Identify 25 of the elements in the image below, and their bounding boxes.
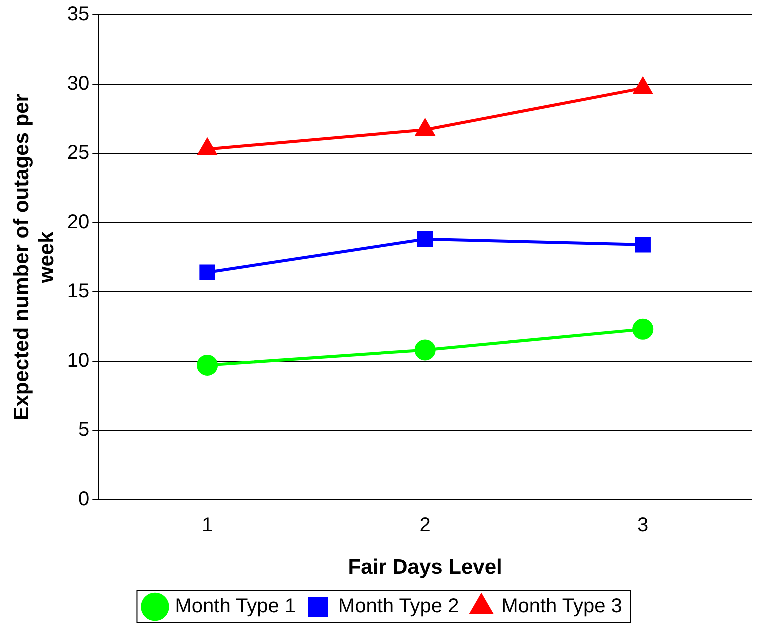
legend-label: Month Type 1: [175, 596, 296, 618]
point: [417, 232, 434, 248]
point: [634, 78, 652, 94]
point: [200, 264, 216, 280]
point: [198, 138, 217, 156]
y-tick-label: 15: [67, 280, 90, 303]
y-tick-label: 5: [78, 419, 90, 442]
x-axis-title: Fair Days Level: [348, 556, 502, 580]
y-tick-label: 35: [67, 4, 90, 26]
y-tick-label: 30: [67, 72, 90, 95]
point: [632, 318, 654, 340]
y-tick-label: 25: [67, 142, 90, 164]
x-tick-label: 3: [638, 514, 649, 536]
point: [414, 340, 436, 361]
point: [635, 237, 651, 253]
y-tick-label: 20: [67, 211, 90, 234]
point: [416, 119, 435, 136]
x-tick-label: 1: [202, 514, 214, 536]
legend-label: Month Type 3: [502, 596, 622, 618]
legend-label: Month Type 2: [338, 596, 460, 618]
x-tick-label: 2: [420, 514, 431, 536]
point: [197, 354, 218, 376]
y-tick-label: 10: [67, 350, 90, 372]
y-tick-label: 0: [78, 488, 90, 510]
y-axis-title: Expected number of outages per week: [10, 94, 59, 421]
